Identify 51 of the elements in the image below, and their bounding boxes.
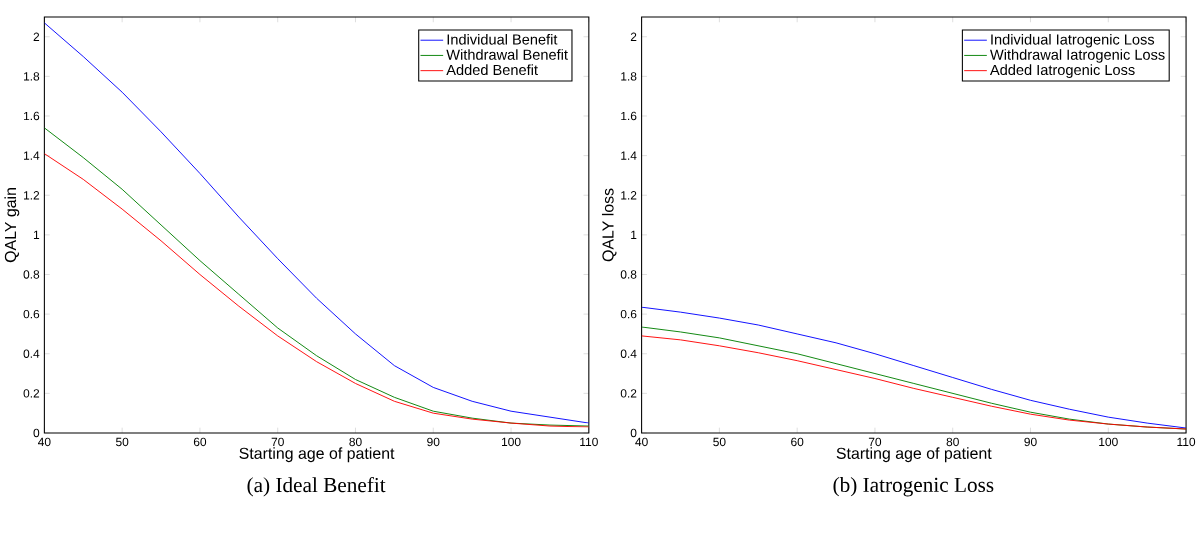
- x-tick-label: 70: [271, 437, 284, 447]
- y-tick-label: 0.8: [23, 270, 40, 279]
- legend-label: Withdrawal Iatrogenic Loss: [990, 49, 1165, 63]
- legend-label: Added Benefit: [446, 64, 538, 76]
- legend-label: Individual Benefit: [447, 34, 558, 45]
- x-tick-label: 90: [1024, 437, 1037, 447]
- y-tick-label: 0.6: [620, 310, 637, 319]
- y-tick-label: 0.2: [23, 389, 40, 398]
- text: (b) Iatrogenic Loss: [833, 477, 994, 497]
- x-tick-label: 90: [427, 437, 440, 447]
- y-tick-label: 0.4: [620, 349, 637, 359]
- text: (a) Ideal Benefit: [247, 477, 386, 497]
- x-tick-label: 40: [38, 437, 51, 447]
- x-tick-label: 80: [349, 437, 362, 447]
- y-tick-label: 2: [33, 32, 40, 42]
- y-axis-title: QALY gain: [4, 188, 20, 263]
- y-tick-label: 1.8: [621, 72, 637, 81]
- y-tick-label: 1: [631, 230, 637, 240]
- x-axis-title: Starting age of patient: [836, 447, 992, 463]
- x-tick-label: 100: [1099, 437, 1118, 447]
- y-tick-label: 0: [33, 428, 40, 438]
- x-tick-label: 60: [193, 437, 207, 447]
- y-tick-label: 1.6: [621, 111, 637, 121]
- legend-label: Added Iatrogenic Loss: [989, 64, 1135, 79]
- y-tick-label: 0.2: [620, 389, 637, 398]
- y-tick-label: 1.8: [24, 72, 40, 81]
- x-tick-label: 110: [1177, 437, 1196, 447]
- y-tick-label: 1.6: [24, 111, 40, 121]
- x-tick-label: 100: [502, 437, 521, 447]
- x-axis-title: Starting age of patient: [239, 447, 395, 463]
- y-tick-label: 1: [33, 230, 40, 240]
- y-tick-label: 0.6: [23, 310, 40, 319]
- y-tick-label: 1.2: [24, 191, 40, 200]
- line-series: [641, 306, 1187, 429]
- x-tick-label: 110: [580, 437, 598, 447]
- y-axis-title: QALY loss: [601, 188, 617, 262]
- y-tick-label: 0: [630, 428, 637, 438]
- y-tick-label: 1.2: [621, 191, 637, 200]
- legend-label: Withdrawal Benefit: [446, 49, 568, 61]
- x-tick-label: 80: [946, 437, 959, 447]
- legend-label: Individual Iatrogenic Loss: [991, 34, 1155, 48]
- y-tick-label: 1.4: [24, 151, 40, 160]
- y-tick-label: 2: [630, 32, 637, 42]
- y-tick-label: 1.4: [621, 151, 637, 160]
- y-tick-label: 0.8: [620, 270, 637, 279]
- x-tick-label: 50: [713, 437, 726, 447]
- x-tick-label: 60: [791, 437, 804, 447]
- y-tick-label: 0.4: [23, 349, 40, 359]
- x-tick-label: 70: [868, 437, 882, 447]
- x-tick-label: 50: [115, 437, 129, 447]
- x-tick-label: 40: [635, 437, 648, 447]
